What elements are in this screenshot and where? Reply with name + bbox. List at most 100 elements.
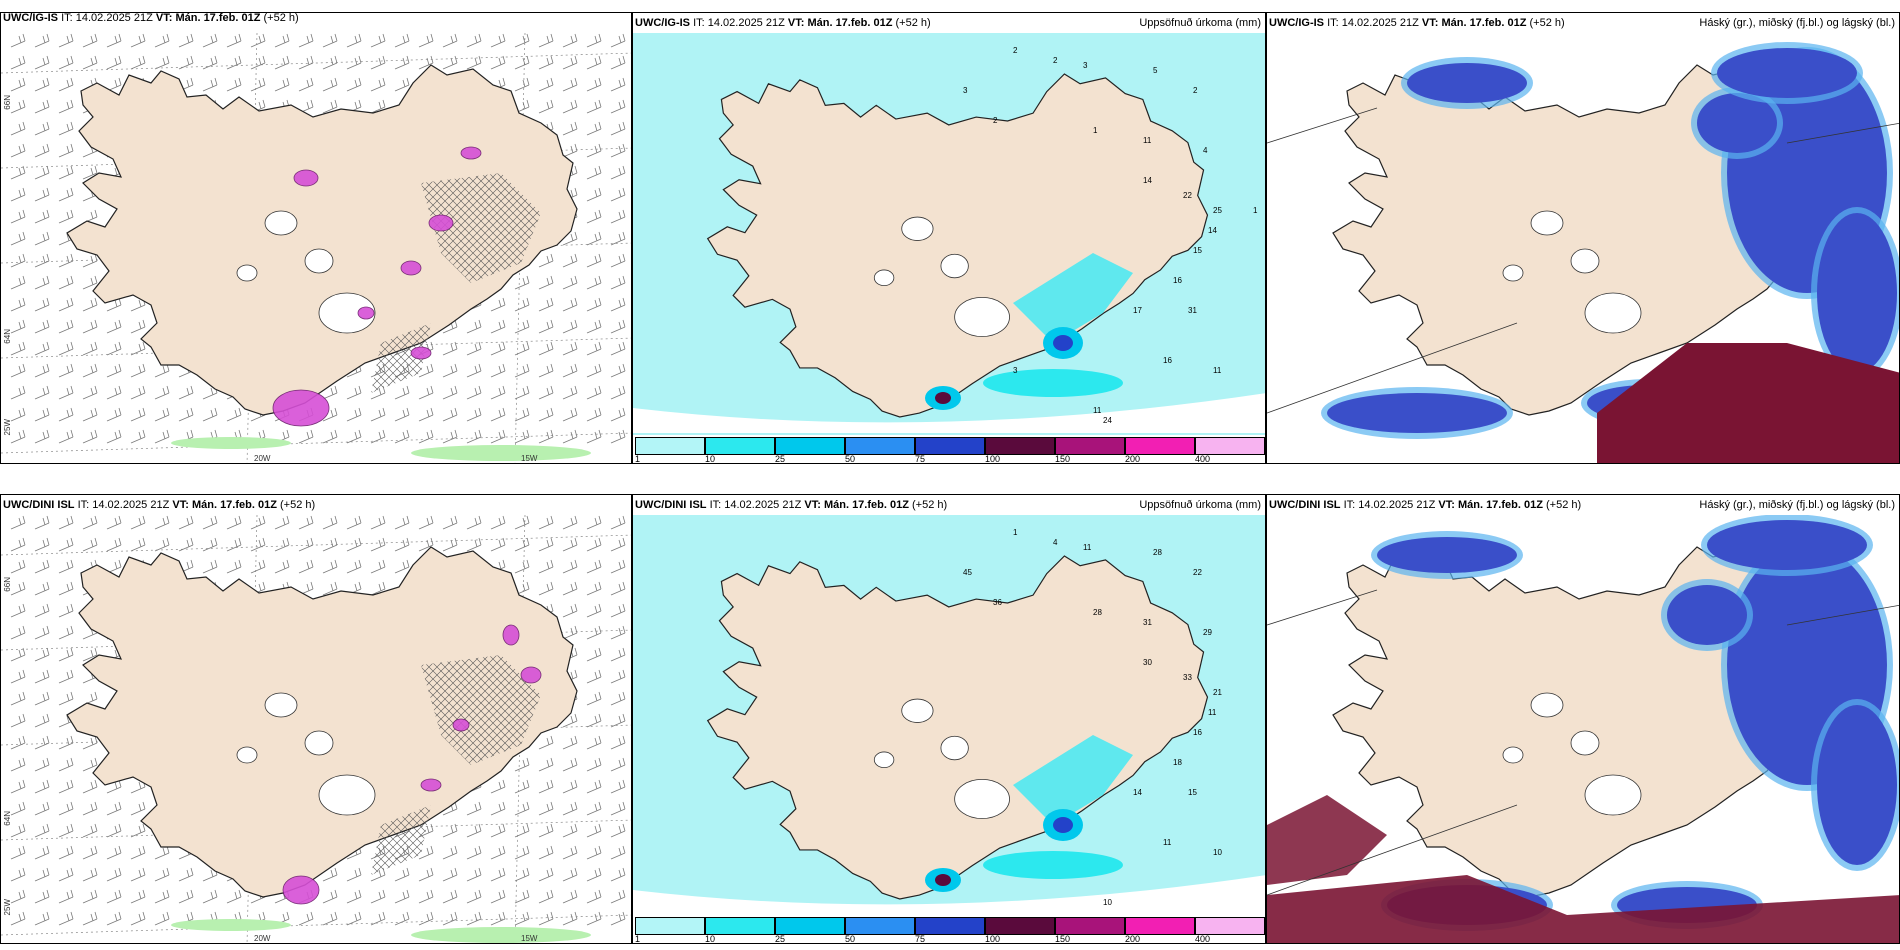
wind-barb (370, 889, 386, 904)
wind-barb (562, 801, 578, 816)
wind-barb (418, 845, 434, 860)
wind-snow-map (1, 514, 631, 943)
cloud-map (1267, 514, 1899, 943)
wind-barb (562, 757, 578, 772)
precip-value-label: 1 (1253, 206, 1258, 215)
colorbar-tick-label: 100 (985, 454, 1001, 464)
wind-barb (586, 647, 602, 662)
wind-barb (562, 143, 578, 158)
wind-barb (34, 889, 50, 904)
colorbar-tick-label: 10 (705, 454, 716, 464)
wind-barb (298, 515, 314, 530)
precip-value-label: 21 (1213, 688, 1222, 697)
colorbar-swatch (775, 437, 845, 455)
snow-cell (400, 260, 422, 276)
wind-barb (58, 669, 74, 684)
wind-barb (490, 845, 506, 860)
wind-barb (10, 581, 26, 596)
wind-barb (34, 363, 50, 378)
graticule-line (1786, 604, 1899, 626)
snow-cell (410, 346, 432, 360)
wind-barb (586, 911, 602, 926)
wind-barb (106, 801, 122, 816)
snow-cell (293, 169, 319, 187)
wind-barb (514, 757, 530, 772)
wind-barb (610, 55, 626, 70)
wind-barb (466, 407, 482, 422)
wind-barb (10, 691, 26, 706)
wind-barb (610, 319, 626, 334)
wind-barb (34, 165, 50, 180)
wind-barb (610, 735, 626, 750)
iceland-coastline (706, 555, 1209, 900)
wind-barb (394, 77, 410, 92)
wind-barb (514, 297, 530, 312)
lead-time: (+52 h) (1529, 17, 1565, 29)
wind-barb (610, 691, 626, 706)
wind-barb (538, 55, 554, 70)
precip-value-label: 11 (1143, 136, 1152, 145)
wind-barb (562, 779, 578, 794)
wind-barb (370, 55, 386, 70)
colorbar-tick-label: 200 (1125, 934, 1141, 944)
precip-value-label: 14 (1143, 176, 1152, 185)
wind-barb (10, 801, 26, 816)
wind-barb (130, 319, 146, 334)
precip-value-label: 16 (1173, 276, 1182, 285)
wind-barb (370, 515, 386, 530)
precip-value-label: 15 (1188, 788, 1197, 797)
panel-title: UWC/DINI ISL IT: 14.02.2025 21Z VT: Mán.… (1267, 495, 1899, 515)
wind-barb (586, 187, 602, 202)
wind-barb (610, 537, 626, 552)
wind-barb (610, 33, 626, 48)
wind-barb (58, 341, 74, 356)
lon-20w-label: 20W (254, 454, 271, 463)
wind-barb (322, 429, 338, 444)
wind-barb (178, 33, 194, 48)
wind-barb (322, 559, 338, 574)
panel-variable-title: Uppsöfnuð úrkoma (mm) (1139, 499, 1261, 511)
wind-barb (562, 253, 578, 268)
wind-barb (394, 867, 410, 882)
snow-cell (428, 214, 454, 232)
wind-barb (562, 867, 578, 882)
wind-barb (226, 515, 242, 530)
wind-barb (442, 407, 458, 422)
wind-barb (394, 889, 410, 904)
wind-barb (610, 801, 626, 816)
wind-barb (346, 867, 362, 882)
vt-label: VT: (172, 499, 189, 511)
precip-value-label: 3 (1083, 61, 1088, 70)
wind-barb (418, 911, 434, 926)
wind-barb (202, 77, 218, 92)
wind-barb (562, 55, 578, 70)
wind-barb (610, 253, 626, 268)
wind-barb (106, 55, 122, 70)
wind-barb (58, 647, 74, 662)
wind-barb (514, 889, 530, 904)
lon-15w-label: 15W (521, 454, 538, 463)
wind-barb (10, 253, 26, 268)
panel-bottom-middle: 1 4 11 28 22 45 36 28 31 29 30 33 21 11 16 18 14 15 10 11 10… (632, 494, 1266, 944)
wind-barb (514, 407, 530, 422)
wind-barb (82, 691, 98, 706)
wind-barb (586, 537, 602, 552)
it-label: IT: (693, 17, 705, 29)
precip-value-label: 11 (1093, 406, 1102, 415)
lead-time: (+52 h) (912, 499, 948, 511)
wind-barb (82, 647, 98, 662)
wind-barb (82, 275, 98, 290)
wind-barb (34, 253, 50, 268)
colorbar-swatch (1055, 917, 1125, 935)
wind-barb (226, 33, 242, 48)
colorbar-tick-label: 200 (1125, 454, 1141, 464)
wind-barb (490, 889, 506, 904)
model-name: UWC/IG-IS (1269, 17, 1324, 29)
wind-barb (466, 911, 482, 926)
wind-barb (514, 55, 530, 70)
wind-barb (466, 889, 482, 904)
wind-barb (250, 537, 266, 552)
wind-barb (370, 911, 386, 926)
wind-barb (58, 867, 74, 882)
wind-barb (514, 429, 530, 444)
